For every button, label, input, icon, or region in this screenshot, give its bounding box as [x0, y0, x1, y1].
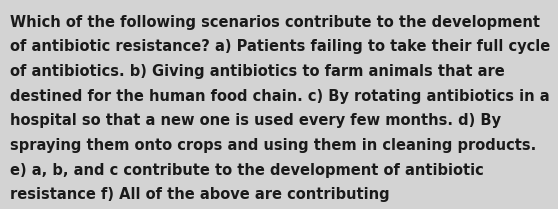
Text: Which of the following scenarios contribute to the development: Which of the following scenarios contrib… — [10, 15, 540, 30]
Text: spraying them onto crops and using them in cleaning products.: spraying them onto crops and using them … — [10, 138, 536, 153]
Text: resistance f) All of the above are contributing: resistance f) All of the above are contr… — [10, 187, 389, 202]
Text: destined for the human food chain. c) By rotating antibiotics in a: destined for the human food chain. c) By… — [10, 89, 550, 104]
Text: hospital so that a new one is used every few months. d) By: hospital so that a new one is used every… — [10, 113, 501, 128]
Text: of antibiotics. b) Giving antibiotics to farm animals that are: of antibiotics. b) Giving antibiotics to… — [10, 64, 505, 79]
Text: e) a, b, and c contribute to the development of antibiotic: e) a, b, and c contribute to the develop… — [10, 163, 484, 178]
Text: of antibiotic resistance? a) Patients failing to take their full cycle: of antibiotic resistance? a) Patients fa… — [10, 39, 550, 54]
